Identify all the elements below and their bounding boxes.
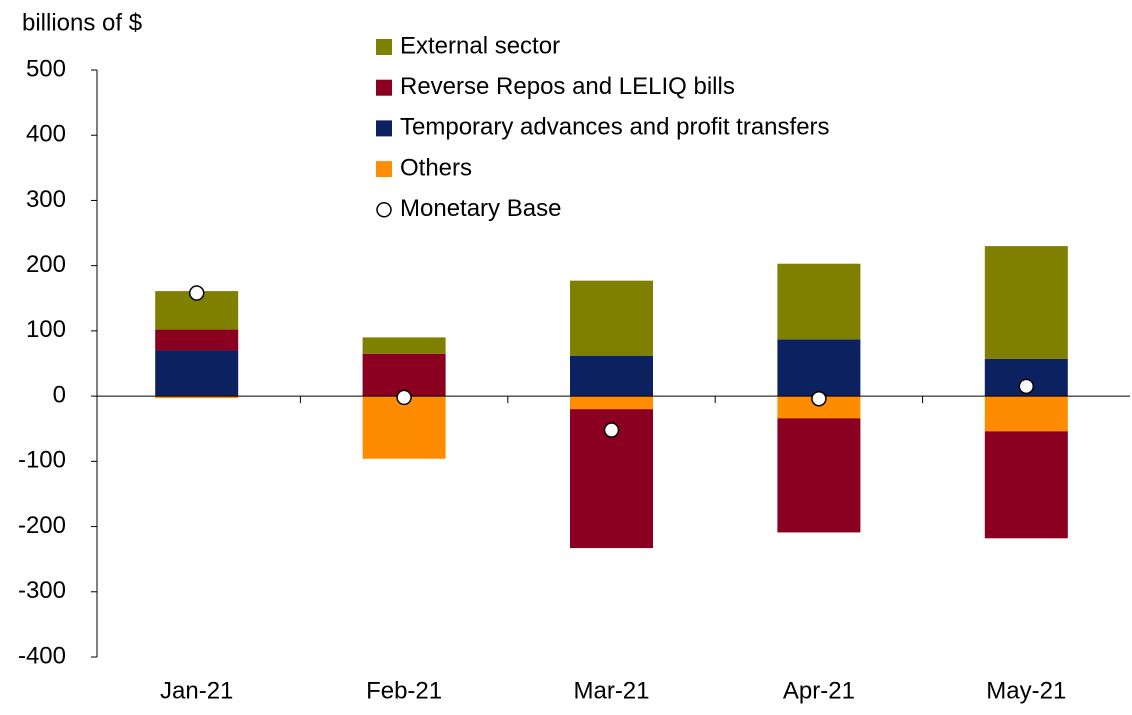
bar-segment bbox=[362, 353, 446, 397]
monetary-base-marker bbox=[603, 422, 620, 438]
x-tick-label: May-21 bbox=[986, 677, 1066, 704]
bar-segment bbox=[984, 396, 1068, 432]
y-tick-label: 100 bbox=[26, 316, 66, 343]
bar-segment bbox=[570, 280, 653, 356]
y-tick-label: -400 bbox=[18, 642, 66, 669]
monetary-base-marker bbox=[1018, 378, 1035, 395]
legend-label: Monetary Base bbox=[400, 195, 561, 222]
bar-segment bbox=[777, 339, 861, 397]
y-tick-label: 0 bbox=[53, 381, 66, 408]
legend-swatch bbox=[376, 39, 392, 55]
monetary-base-marker bbox=[188, 285, 205, 301]
legend-label: External sector bbox=[400, 32, 560, 59]
x-tick-label: Jan-21 bbox=[160, 677, 233, 704]
bar-segment bbox=[777, 396, 861, 419]
legend-swatch bbox=[376, 161, 392, 178]
bar-segment bbox=[362, 396, 446, 459]
legend-label: Others bbox=[400, 154, 472, 181]
legend-swatch bbox=[376, 79, 392, 96]
x-tick-label: Apr-21 bbox=[783, 677, 855, 704]
bar-segment bbox=[570, 355, 653, 397]
y-tick-label: -200 bbox=[18, 512, 66, 539]
bar-segment bbox=[777, 418, 861, 533]
bar-segment bbox=[155, 396, 239, 399]
bar-segment bbox=[155, 350, 239, 397]
monetary-base-marker bbox=[396, 389, 412, 406]
bar-segment bbox=[984, 246, 1068, 359]
bar-segment bbox=[155, 329, 239, 351]
y-tick-label: -100 bbox=[18, 447, 66, 474]
bar-segment bbox=[570, 396, 653, 410]
y-tick-label: 200 bbox=[26, 251, 66, 278]
bar-segment bbox=[984, 431, 1068, 539]
y-tick-label: 400 bbox=[26, 121, 66, 148]
x-tick-label: Mar-21 bbox=[573, 677, 649, 704]
legend-label: Temporary advances and profit transfers bbox=[400, 114, 830, 141]
x-tick-label: Feb-21 bbox=[366, 677, 442, 704]
monetary-base-marker bbox=[811, 390, 827, 407]
legend-marker bbox=[376, 202, 392, 218]
legend-swatch bbox=[376, 120, 392, 137]
y-tick-label: 500 bbox=[26, 55, 66, 82]
bar-segment bbox=[777, 263, 861, 340]
y-axis-label: billions of $ bbox=[22, 9, 142, 36]
y-tick-label: 300 bbox=[26, 186, 66, 213]
legend-label: Reverse Repos and LELIQ bills bbox=[400, 73, 735, 100]
bar-segment bbox=[362, 337, 446, 354]
y-tick-label: -300 bbox=[18, 577, 66, 604]
